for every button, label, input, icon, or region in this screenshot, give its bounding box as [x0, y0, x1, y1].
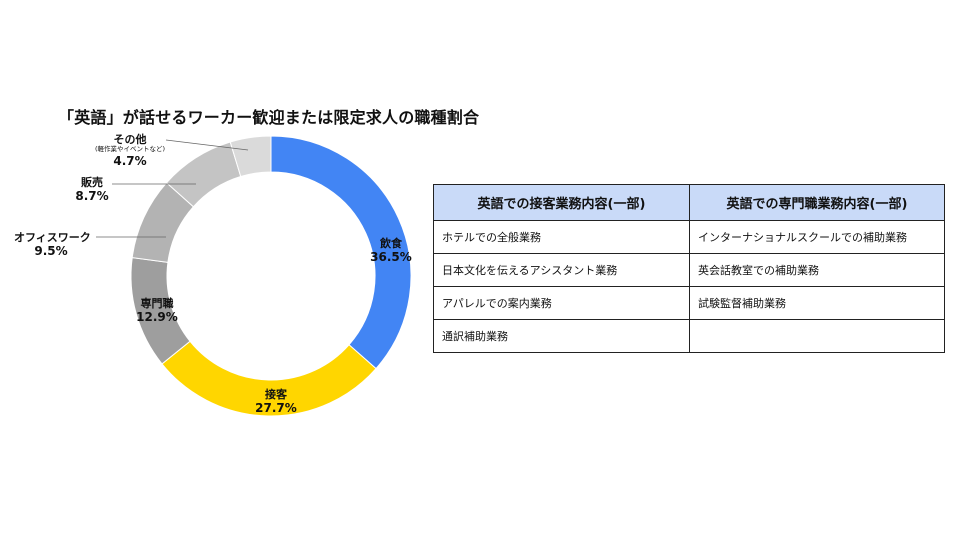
slice-other	[229, 135, 272, 178]
chart-title: 「英語」が話せるワーカー歓迎または限定求人の職種割合	[58, 108, 480, 127]
table-cell: 日本文化を伝えるアシスタント業務	[433, 253, 690, 287]
slice-label-food: 飲食 36.5%	[366, 237, 416, 265]
table-cell: ホテルでの全般業務	[433, 220, 690, 254]
slice-percent: 9.5%	[34, 244, 68, 259]
table-cell: インターナショナルスクールでの補助業務	[689, 220, 945, 254]
table-row: ホテルでの全般業務 インターナショナルスクールでの補助業務	[433, 220, 945, 254]
table-cell: 英会話教室での補助業務	[689, 253, 945, 287]
job-content-table: 英語での接客業務内容(一部) 英語での専門職業務内容(一部) ホテルでの全般業務…	[433, 184, 945, 353]
slice-percent: 8.7%	[75, 189, 109, 204]
slice-label-other: その他 (軽作業やイベントなど) 4.7%	[82, 133, 178, 168]
header-service-duties: 英語での接客業務内容(一部)	[433, 184, 690, 221]
table-header-row: 英語での接客業務内容(一部) 英語での専門職業務内容(一部)	[433, 184, 945, 221]
slice-percent: 36.5%	[370, 250, 412, 265]
slice-name: 販売	[81, 176, 103, 189]
slice-percent: 27.7%	[255, 401, 297, 416]
table-cell: アパレルでの案内業務	[433, 286, 690, 320]
table-cell: 試験監督補助業務	[689, 286, 945, 320]
table-row: アパレルでの案内業務 試験監督補助業務	[433, 286, 945, 320]
header-specialist-duties: 英語での専門職業務内容(一部)	[689, 184, 945, 221]
slice-label-specialist: 専門職 12.9%	[130, 297, 184, 325]
slice-name: 専門職	[140, 297, 174, 310]
table-cell	[689, 319, 945, 353]
slice-name: 接客	[265, 388, 287, 401]
table-row: 日本文化を伝えるアシスタント業務 英会話教室での補助業務	[433, 253, 945, 287]
slice-label-service: 接客 27.7%	[249, 388, 303, 416]
slice-label-office: オフィスワーク 9.5%	[14, 231, 91, 259]
slice-name: オフィスワーク	[14, 231, 91, 244]
leader-line-other	[165, 139, 249, 151]
slice-name: 飲食	[380, 237, 402, 250]
slice-percent: 4.7%	[113, 153, 147, 168]
table-cell: 通訳補助業務	[433, 319, 690, 353]
slice-label-sales: 販売 8.7%	[72, 176, 112, 204]
table-row: 通訳補助業務	[433, 319, 945, 353]
slice-note: (軽作業やイベントなど)	[94, 145, 166, 154]
slice-name: その他	[113, 133, 147, 146]
slice-percent: 12.9%	[136, 310, 178, 325]
